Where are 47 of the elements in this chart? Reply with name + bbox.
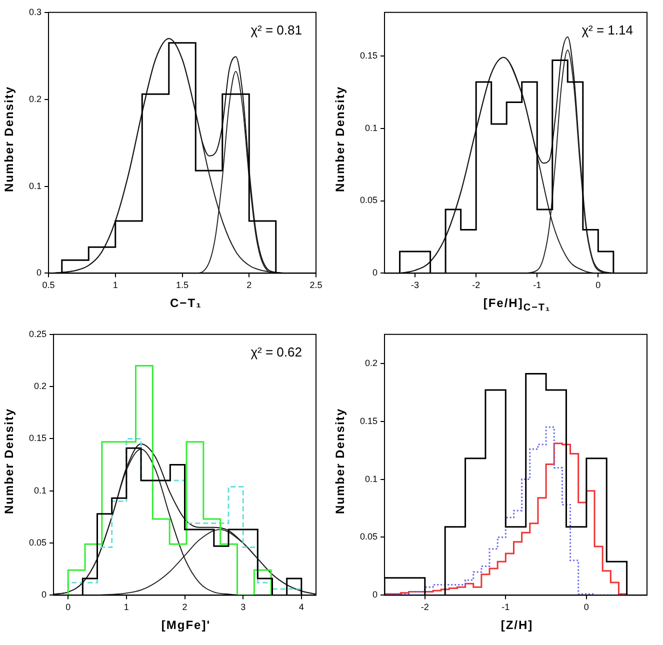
y-axis-title: Number Density	[2, 84, 17, 194]
annotation: χ² = 1.14	[582, 22, 633, 38]
y-tick-label: 0	[372, 590, 378, 600]
y-axis-title: Number Density	[333, 84, 348, 194]
x-axis-title: [Z/H]	[500, 618, 534, 632]
x-tick-label: -2	[420, 602, 429, 612]
x-tick-label: 3	[240, 602, 246, 612]
x-tick-label: -2	[472, 280, 480, 290]
y-tick-label: 0.25	[28, 328, 47, 339]
y-tick-label: 0.2	[34, 381, 47, 392]
y-tick-label: 0.15	[360, 416, 378, 426]
y-tick-label: 0.1	[28, 180, 42, 191]
y-tick-label: 0	[372, 268, 378, 278]
x-tick-label: 1	[112, 280, 118, 290]
x-tick-label: 0	[596, 280, 601, 290]
x-tick-label: 1.5	[176, 280, 189, 290]
y-tick-label: 0.15	[360, 50, 378, 60]
y-tick-label: 0	[36, 268, 42, 278]
x-tick-label: 1	[124, 602, 129, 612]
y-tick-label: 0.2	[365, 358, 378, 368]
y-tick-label: 0.2	[28, 94, 42, 104]
x-axis-title: [Fe/H]$_{C−T₁}$	[482, 296, 552, 314]
x-tick-label: -1	[533, 280, 542, 290]
x-axis-title: [MgFe]'	[160, 618, 212, 632]
y-tick-label: 0	[42, 590, 47, 600]
y-tick-label: 0.05	[28, 538, 47, 548]
y-tick-label: 0.05	[360, 532, 378, 542]
x-tick-label: 2	[246, 280, 252, 290]
y-axis-title: Number Density	[2, 406, 17, 516]
x-tick-label: -3	[411, 280, 420, 290]
y-axis-title: Number Density	[333, 406, 348, 516]
annotation: χ² = 0.81	[250, 22, 302, 38]
x-tick-label: 2.5	[310, 280, 322, 290]
y-tick-label: 0.05	[360, 195, 378, 206]
x-tick-label: 0	[584, 602, 589, 612]
x-tick-label: 0	[66, 602, 71, 612]
y-tick-label: 0.1	[34, 485, 47, 496]
x-axis-title: C−T₁	[169, 296, 203, 310]
x-tick-label: 2	[182, 602, 188, 612]
y-tick-label: 0.15	[28, 433, 47, 444]
x-tick-label: 4	[298, 602, 304, 612]
x-tick-label: -1	[502, 602, 510, 612]
x-tick-label: 0.5	[42, 280, 55, 290]
annotation: χ² = 0.62	[250, 344, 302, 360]
y-tick-label: 0.1	[365, 474, 378, 484]
y-tick-label: 0.1	[365, 122, 378, 133]
y-tick-label: 0.3	[28, 6, 42, 17]
